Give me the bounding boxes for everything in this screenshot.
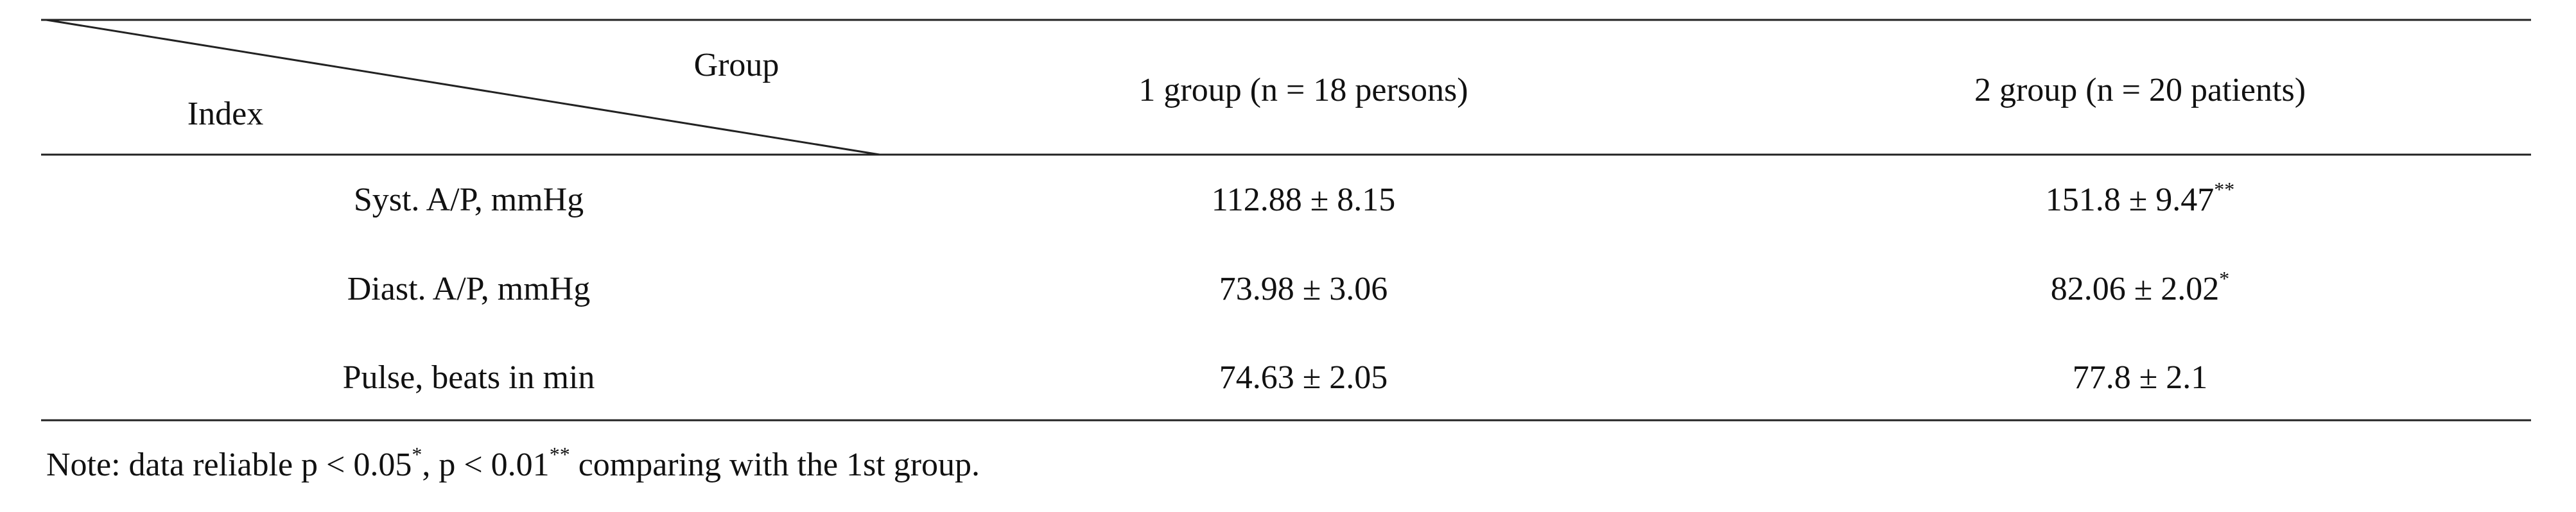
note-text: , p < 0.01 [422, 447, 550, 483]
header-group: Group [693, 47, 779, 83]
note: Note: data reliable p < 0.05*, p < 0.01*… [46, 444, 980, 483]
row-label: Syst. A/P, mmHg [353, 182, 584, 218]
cell-value: 73.98 ± 3.06 [1219, 271, 1388, 307]
note-text: Note: data reliable p < 0.05 [46, 447, 412, 483]
significance-mark: * [2219, 267, 2230, 290]
cell-value: 77.8 ± 2.1 [2072, 359, 2208, 396]
row-label: Pulse, beats in min [342, 359, 595, 396]
cell: 112.88 ± 8.15 [1212, 183, 1396, 217]
cell-value: 82.06 ± 2.02 [2050, 271, 2220, 307]
column-header: 2 group (n = 20 patients) [1974, 72, 2306, 108]
cell: 151.8 ± 9.47** [2045, 179, 2235, 218]
cell-value: 74.63 ± 2.05 [1219, 359, 1388, 396]
diagonal-rule [46, 19, 880, 156]
note-sup: ** [549, 443, 570, 466]
cell: 74.63 ± 2.05 [1219, 361, 1388, 395]
cell: 73.98 ± 3.06 [1219, 273, 1388, 306]
column-header: 1 group (n = 18 persons) [1138, 72, 1468, 108]
cell: 77.8 ± 2.1 [2073, 361, 2208, 395]
cell: 82.06 ± 2.02* [2050, 268, 2230, 307]
note-text: comparing with the 1st group. [570, 447, 980, 483]
cell-value: 112.88 ± 8.15 [1211, 182, 1396, 218]
significance-mark: ** [2214, 178, 2235, 201]
note-sup: * [412, 443, 422, 466]
row-label: Diast. A/P, mmHg [347, 271, 591, 307]
cell-value: 151.8 ± 9.47 [2045, 182, 2215, 218]
header-index: Index [187, 96, 264, 132]
